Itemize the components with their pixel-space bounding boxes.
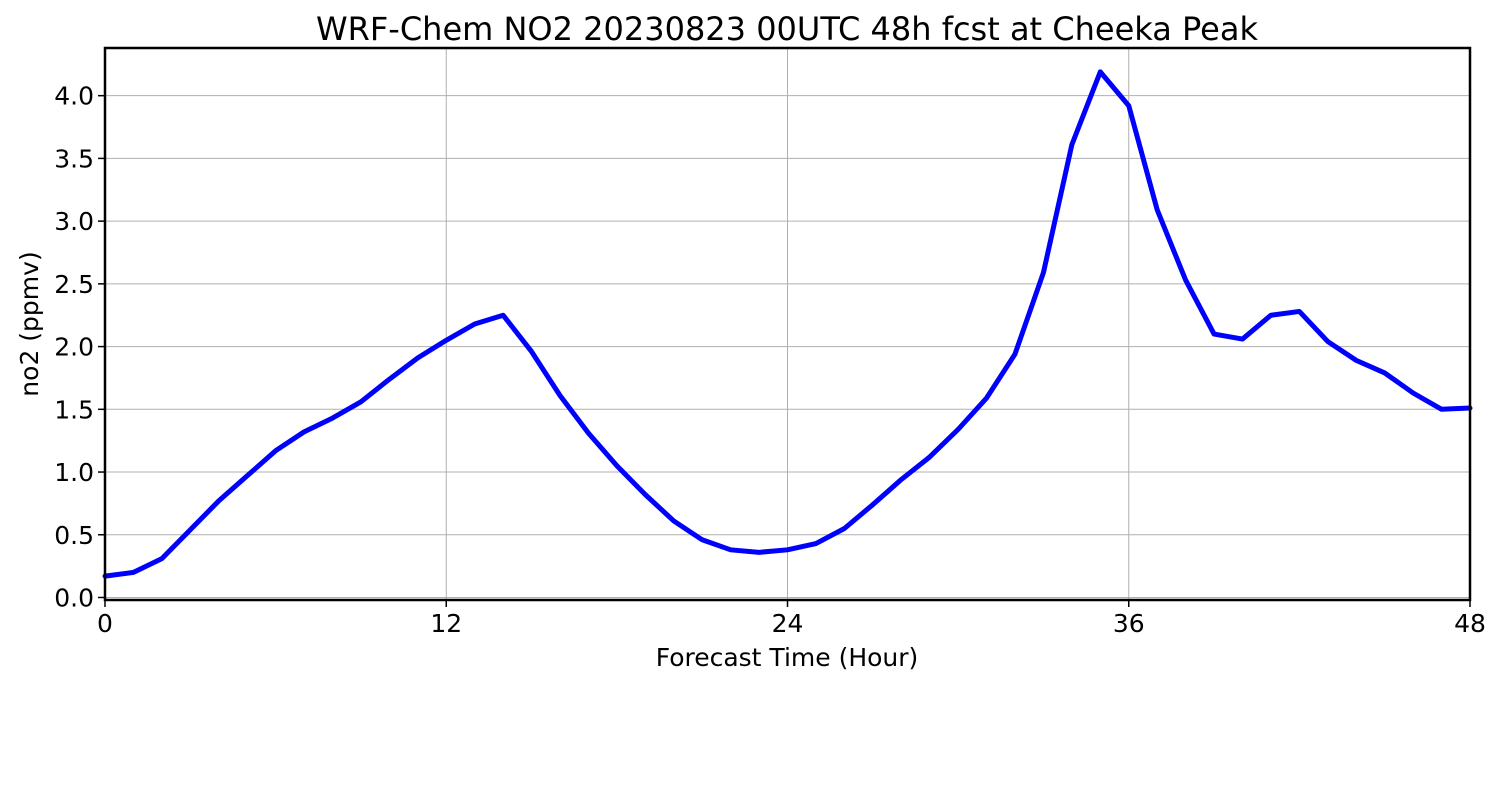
x-tick-label: 0 (97, 609, 113, 638)
y-tick-label: 3.5 (54, 144, 94, 173)
y-tick-label: 2.0 (54, 333, 94, 362)
y-tick-label: 4.0 (54, 82, 94, 111)
series-line-0 (102, 69, 1473, 579)
y-tick-label: 0.5 (54, 521, 94, 550)
series-layer (102, 69, 1473, 579)
tick-layer: 0 12 24 36 48 0.0 0.5 1.0 1.5 2.0 2.5 3.0 3.5 4.0 (54, 82, 1486, 638)
y-tick-label: 1.0 (54, 458, 94, 487)
y-axis-label: no2 (ppmv) (15, 251, 44, 396)
y-tick-label: 1.5 (54, 395, 94, 424)
y-tick-label: 0.0 (54, 583, 94, 612)
x-tick-label: 36 (1113, 609, 1145, 638)
chart-title: WRF-Chem NO2 20230823 00UTC 48h fcst at … (316, 10, 1258, 48)
x-tick-label: 12 (430, 609, 462, 638)
y-tick-label: 2.5 (54, 270, 94, 299)
grid-layer (104, 48, 1471, 600)
x-axis-label: Forecast Time (Hour) (656, 643, 919, 672)
x-tick-label: 24 (772, 609, 804, 638)
x-tick-label: 48 (1454, 609, 1486, 638)
y-tick-label: 3.0 (54, 207, 94, 236)
